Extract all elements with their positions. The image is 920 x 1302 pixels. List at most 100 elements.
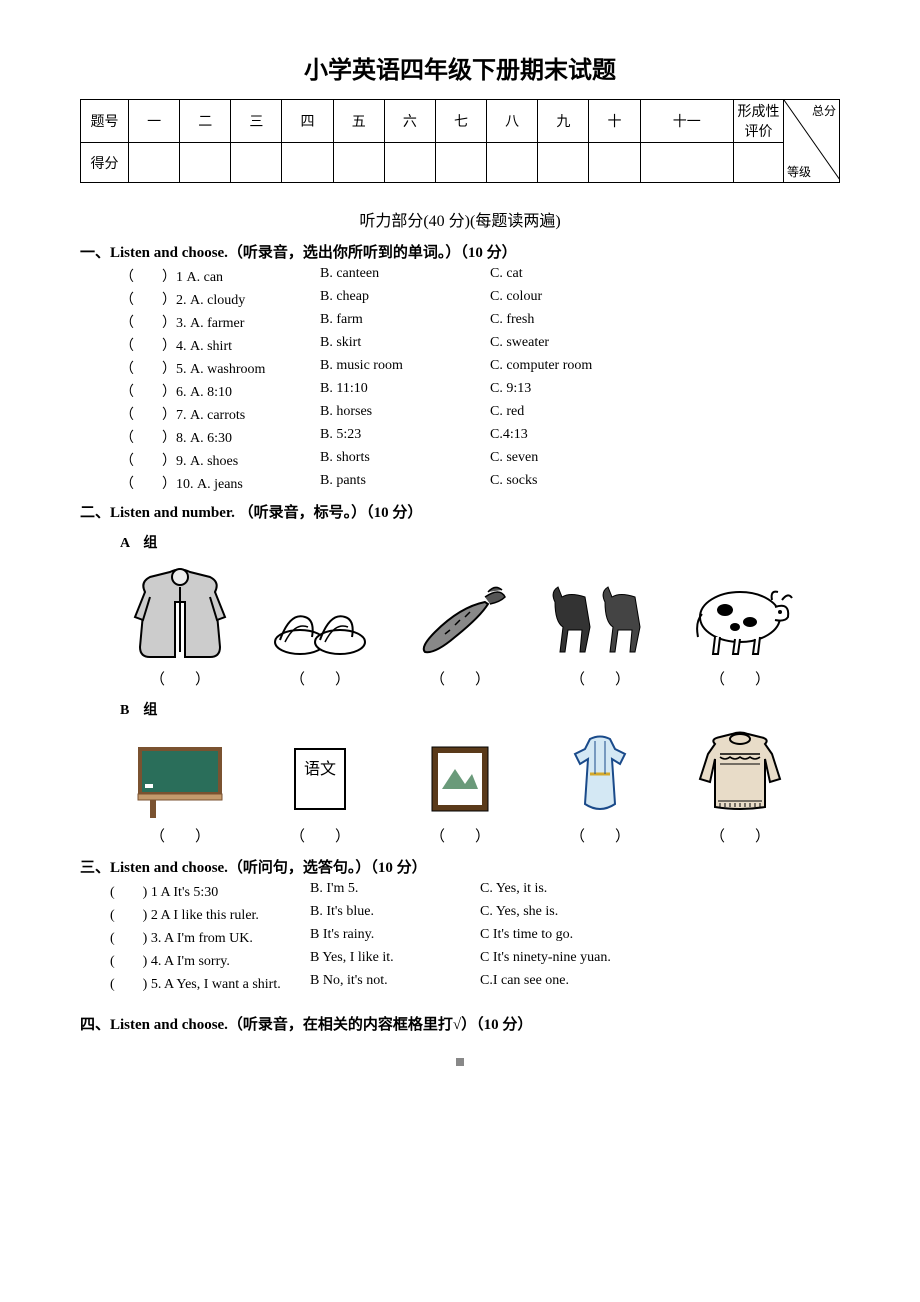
question-row: （ ）9. A. shoesB. shortsC. seven	[120, 450, 840, 470]
header-cell: 形成性评价	[734, 100, 784, 143]
section-3-questions: ( ) 1 A It's 5:30B. I'm 5.C. Yes, it is.…	[80, 881, 840, 993]
question-row: ( ) 5. A Yes, I want a shirt.B No, it's …	[110, 973, 840, 993]
answer-blank[interactable]: （ ）	[530, 668, 670, 689]
header-cell: 七	[435, 100, 486, 143]
opt-c: C.4:13	[490, 427, 528, 447]
score-cell[interactable]	[180, 143, 231, 183]
opt-b: B. music room	[320, 358, 490, 378]
opt-b: B. 5:23	[320, 427, 490, 447]
answer-blank[interactable]: （ ）	[530, 825, 670, 846]
opt-c: C. cat	[490, 266, 523, 286]
diag-bot-label: 等级	[787, 163, 811, 180]
opt-b: B. I'm 5.	[310, 881, 480, 901]
opt-c: C. red	[490, 404, 524, 424]
opt-b: B. It's blue.	[310, 904, 480, 924]
answer-blank[interactable]: （ ）	[390, 825, 530, 846]
header-cell: 十	[589, 100, 640, 143]
carrot-icon	[410, 582, 510, 662]
image-horses	[530, 572, 670, 662]
question-row: ( ) 1 A It's 5:30B. I'm 5.C. Yes, it is.	[110, 881, 840, 901]
opt-b: B Yes, I like it.	[310, 950, 480, 970]
score-cell[interactable]	[734, 143, 784, 183]
table-row: 得分	[81, 143, 840, 183]
group-b-label: B 组	[120, 699, 840, 719]
section-1-header: 一、Listen and choose.（听录音，选出你所听到的单词。）（10 …	[80, 241, 840, 262]
section-2-header: 二、Listen and number. （听录音，标号。）（10 分）	[80, 501, 840, 522]
opt-a: ( ) 5. A Yes, I want a shirt.	[110, 973, 310, 993]
opt-c: C It's ninety-nine yuan.	[480, 950, 611, 970]
image-picture	[390, 739, 530, 819]
opt-a: （ ）10. A. jeans	[120, 473, 320, 493]
image-jacket	[110, 562, 250, 662]
image-cow	[670, 572, 810, 662]
score-table: 题号 一 二 三 四 五 六 七 八 九 十 十一 形成性评价 总分 等级 得分	[80, 99, 840, 183]
answer-blank[interactable]: （ ）	[250, 825, 390, 846]
score-cell[interactable]	[640, 143, 733, 183]
opt-c: C.I can see one.	[480, 973, 569, 993]
answer-blank[interactable]: （ ）	[110, 668, 250, 689]
answer-blank[interactable]: （ ）	[390, 668, 530, 689]
question-row: ( ) 4. A I'm sorry.B Yes, I like it.C It…	[110, 950, 840, 970]
opt-b: B. 11:10	[320, 381, 490, 401]
score-cell[interactable]	[129, 143, 180, 183]
question-row: （ ）7. A. carrotsB. horsesC. red	[120, 404, 840, 424]
cow-icon	[680, 572, 800, 662]
section-label: 一、Listen and choose.（听录音，选出你所听到的单词。）（10 …	[80, 245, 517, 261]
opt-a: ( ) 3. A I'm from UK.	[110, 927, 310, 947]
book-icon: 语文	[280, 739, 360, 819]
section-label: 三、Listen and choose.（听问句，选答句。）（10 分）	[80, 860, 427, 876]
opt-a: （ ）1 A. can	[120, 266, 320, 286]
opt-a: ( ) 4. A I'm sorry.	[110, 950, 310, 970]
opt-b: B. farm	[320, 312, 490, 332]
opt-a: （ ）7. A. carrots	[120, 404, 320, 424]
opt-b: B It's rainy.	[310, 927, 480, 947]
opt-b: B No, it's not.	[310, 973, 480, 993]
square-icon	[456, 1058, 464, 1066]
image-carrot	[390, 582, 530, 662]
image-sandals	[250, 592, 390, 662]
blackboard-icon	[130, 739, 230, 819]
horses-icon	[540, 572, 660, 662]
section-label: 二、Listen and number. （听录音，标号。）（10 分）	[80, 505, 422, 521]
header-cell: 一	[129, 100, 180, 143]
page-footer-mark	[80, 1054, 840, 1070]
question-row: （ ）10. A. jeansB. pantsC. socks	[120, 473, 840, 493]
group-b-blanks: （ ） （ ） （ ） （ ） （ ）	[110, 825, 810, 846]
answer-blank[interactable]: （ ）	[110, 825, 250, 846]
opt-a: （ ）5. A. washroom	[120, 358, 320, 378]
table-row: 题号 一 二 三 四 五 六 七 八 九 十 十一 形成性评价 总分 等级	[81, 100, 840, 143]
header-cell: 十一	[640, 100, 733, 143]
sandals-icon	[270, 592, 370, 662]
group-a-images	[110, 562, 810, 662]
score-cell[interactable]	[282, 143, 333, 183]
opt-b: B. pants	[320, 473, 490, 493]
answer-blank[interactable]: （ ）	[670, 668, 810, 689]
listening-subtitle: 听力部分(40 分)(每题读两遍)	[80, 207, 840, 231]
opt-c: C. 9:13	[490, 381, 531, 401]
score-cell[interactable]	[487, 143, 538, 183]
opt-b: B. horses	[320, 404, 490, 424]
score-cell[interactable]	[538, 143, 589, 183]
score-cell[interactable]	[589, 143, 640, 183]
sweater-icon	[690, 729, 790, 819]
score-cell[interactable]	[384, 143, 435, 183]
score-cell[interactable]	[231, 143, 282, 183]
score-cell[interactable]	[435, 143, 486, 183]
header-cell: 八	[487, 100, 538, 143]
answer-blank[interactable]: （ ）	[250, 668, 390, 689]
score-cell[interactable]	[333, 143, 384, 183]
opt-c: C. computer room	[490, 358, 592, 378]
header-cell: 六	[384, 100, 435, 143]
diag-top-label: 总分	[812, 102, 836, 119]
opt-c: C. Yes, she is.	[480, 904, 558, 924]
row-label: 得分	[81, 143, 129, 183]
question-row: （ ）1 A. canB. canteenC. cat	[120, 266, 840, 286]
question-row: （ ）3. A. farmerB. farmC. fresh	[120, 312, 840, 332]
question-row: ( ) 3. A I'm from UK.B It's rainy.C It's…	[110, 927, 840, 947]
opt-a: （ ）4. A. shirt	[120, 335, 320, 355]
opt-c: C. seven	[490, 450, 538, 470]
page-title: 小学英语四年级下册期末试题	[80, 50, 840, 85]
section-label: 四、Listen and choose.（听录音，在相关的内容框格里打√）（10…	[80, 1017, 532, 1033]
group-a-blanks: （ ） （ ） （ ） （ ） （ ）	[110, 668, 810, 689]
answer-blank[interactable]: （ ）	[670, 825, 810, 846]
